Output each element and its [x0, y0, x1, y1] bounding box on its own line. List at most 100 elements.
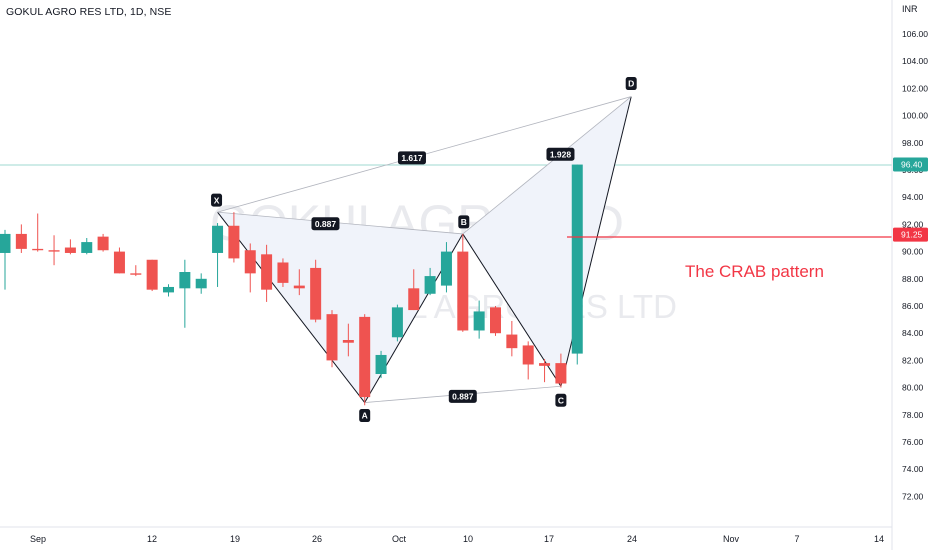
price-axis[interactable]: 106.00104.00102.00100.0098.0096.0094.009… [893, 29, 928, 501]
pattern-point-c-bg [555, 393, 567, 407]
pattern-fill-xab [217, 212, 463, 403]
candle [293, 269, 305, 296]
price-tick-label: 98.00 [902, 138, 924, 148]
ratio-label-1: 0.887 [448, 389, 477, 403]
candle [539, 359, 551, 383]
pattern-point-a-bg [359, 409, 371, 423]
time-tick-label: Sep [30, 534, 46, 544]
candle [32, 213, 44, 252]
candle [48, 235, 60, 266]
price-tick-label: 94.00 [902, 192, 924, 202]
candle-body [359, 316, 371, 398]
candle-body [342, 340, 354, 343]
candle [130, 265, 142, 277]
ratio-label-3-bg [546, 147, 575, 161]
candle [97, 233, 109, 252]
candle-body [310, 267, 322, 320]
price-tag-bg [893, 227, 928, 242]
pattern-point-d: D [625, 77, 637, 91]
candle [391, 304, 403, 342]
candle [440, 242, 452, 293]
candle-body [0, 233, 11, 253]
ratio-label-2: 1.617 [397, 151, 426, 165]
price-tag-text: 96.40 [901, 160, 923, 170]
candle [555, 353, 567, 388]
candle-body [571, 164, 583, 354]
candle-body [48, 250, 60, 252]
candle [408, 269, 420, 311]
candle [359, 314, 371, 406]
time-tick-label: 10 [463, 534, 473, 544]
pattern-point-x-bg [211, 193, 223, 207]
price-tick-label: 84.00 [902, 328, 924, 338]
candle [81, 238, 93, 255]
candle-body [64, 247, 76, 253]
time-axis[interactable]: Sep 12 19 26 Oct 10 17 24 Nov 7 14 [30, 534, 884, 544]
candle [228, 212, 240, 263]
candle [375, 350, 387, 379]
candle [0, 229, 11, 290]
time-tick-label: 17 [544, 534, 554, 544]
candle [277, 258, 289, 287]
candles [0, 164, 583, 406]
candle-body [490, 307, 501, 334]
candle [342, 323, 354, 357]
price-tick-label: 80.00 [902, 383, 924, 393]
crab-pattern[interactable] [217, 96, 632, 403]
candle-body [32, 248, 44, 251]
pattern-point-c-text: C [558, 395, 564, 405]
pattern-point-d-text: D [628, 79, 634, 89]
candle-body [539, 363, 551, 366]
candle [522, 341, 534, 380]
time-tick-label: 12 [147, 534, 157, 544]
pattern-point-b-bg [458, 215, 470, 229]
price-tick-label: 72.00 [902, 491, 924, 501]
candle [113, 247, 125, 274]
price-tag-0: 96.40 [893, 157, 928, 172]
price-tick-label: 78.00 [902, 410, 924, 420]
ratio-label-0-text: 0.887 [315, 219, 337, 229]
candle-body [506, 334, 518, 349]
time-tick-label: Oct [392, 534, 407, 544]
candle-body [293, 285, 305, 289]
ratio-label-0: 0.887 [311, 217, 340, 231]
price-tag-bg [893, 157, 928, 172]
candle-body [326, 314, 338, 361]
candle-body [375, 354, 387, 374]
candle [261, 244, 273, 302]
time-tick-label: 14 [874, 534, 884, 544]
time-tick-label: 19 [230, 534, 240, 544]
candle [15, 224, 27, 253]
ratio-label-1-text: 0.887 [452, 392, 474, 402]
time-tick-label: 24 [627, 534, 637, 544]
price-tick-label: 74.00 [902, 464, 924, 474]
candle-body [228, 225, 240, 259]
pattern-point-a-text: A [362, 411, 368, 421]
pattern-fill-bcd [462, 96, 632, 387]
ratio-line-bd [462, 96, 632, 235]
candle [326, 310, 338, 368]
price-tick-label: 88.00 [902, 274, 924, 284]
price-tick-label: 102.00 [902, 83, 928, 93]
crab-pattern-annotation: The CRAB pattern [685, 262, 824, 281]
pattern-point-b-text: B [461, 217, 467, 227]
candle [490, 306, 501, 336]
ratio-label-2-text: 1.617 [401, 153, 423, 163]
price-tick-label: 104.00 [902, 56, 928, 66]
candle-body [81, 242, 93, 253]
candle-body [212, 225, 224, 253]
pattern-point-d-bg [625, 77, 637, 91]
candle [163, 284, 174, 297]
candle [179, 259, 191, 328]
candle [424, 267, 436, 296]
pattern-point-b: B [458, 215, 470, 229]
candle-body [15, 233, 27, 249]
candle-body [146, 259, 158, 290]
candle-body [473, 311, 485, 331]
candle-body [195, 278, 207, 289]
candle [146, 259, 158, 292]
price-tick-label: 76.00 [902, 437, 924, 447]
pattern-point-c: C [555, 393, 567, 407]
currency-label: INR [902, 4, 918, 14]
